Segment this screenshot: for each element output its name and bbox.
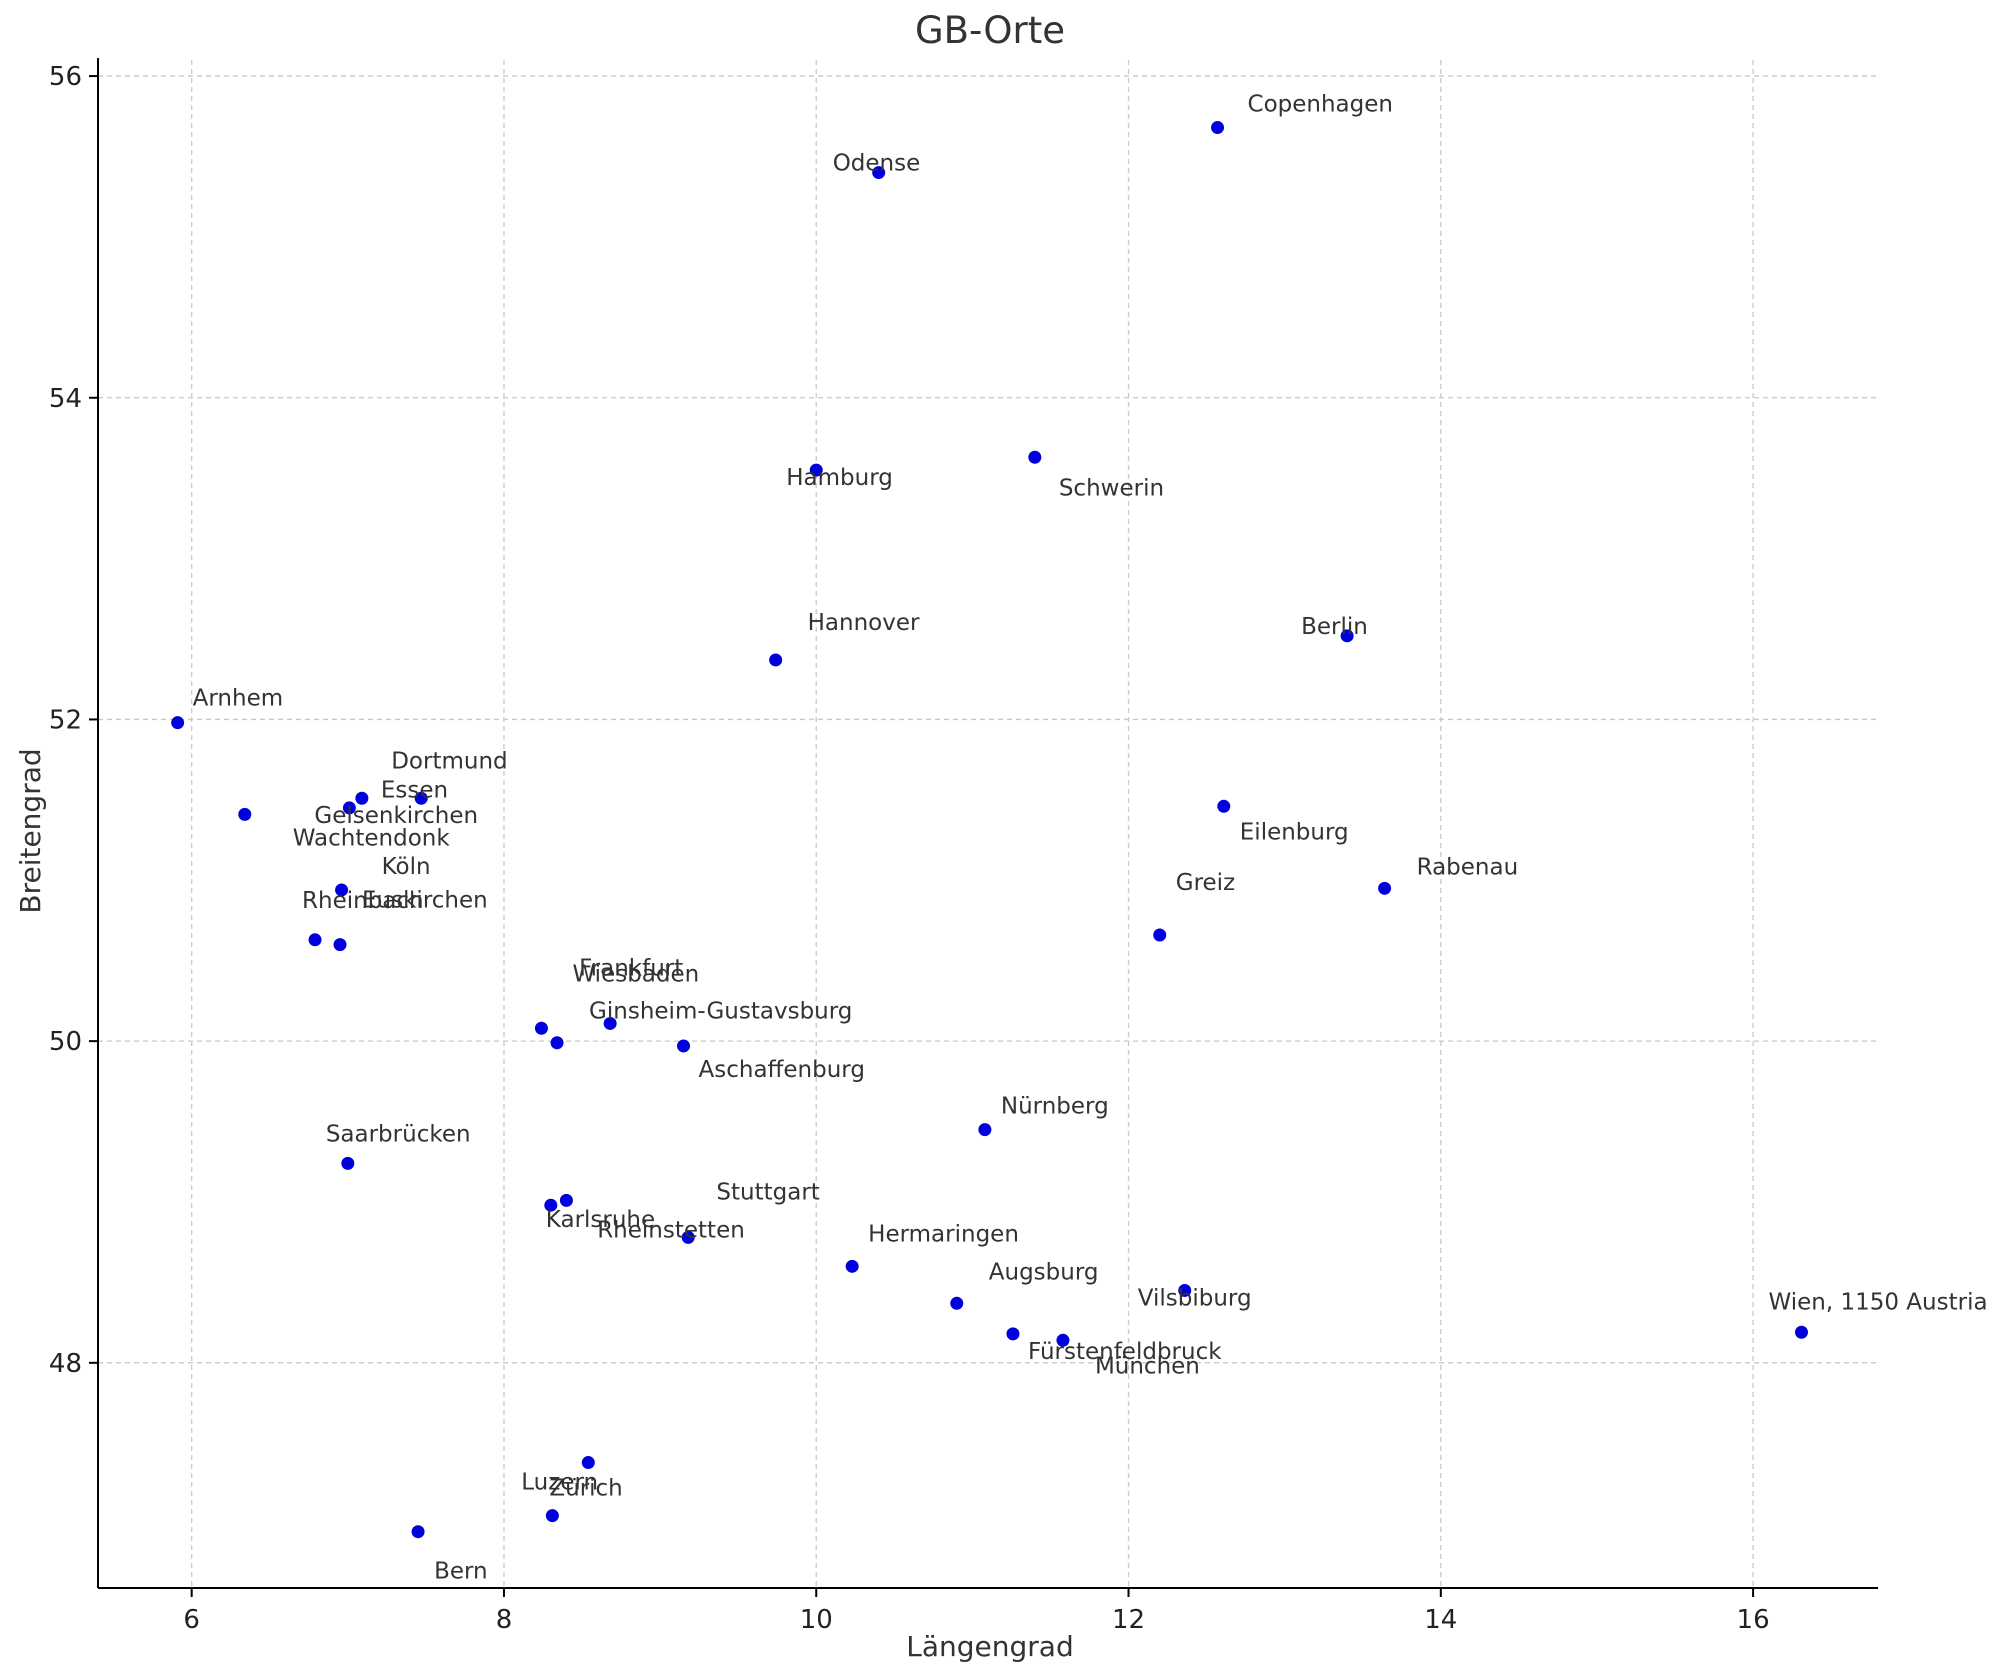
data-point (559, 1193, 573, 1207)
data-point (544, 1198, 558, 1212)
data-point (335, 883, 349, 897)
point-labels: Copenhagen Odense Hamburg Schwerin Hannover B… (193, 92, 1988, 1585)
point-label: Rabenau (1417, 854, 1519, 880)
data-point (872, 166, 886, 180)
data-point (308, 933, 322, 947)
data-point (1211, 121, 1225, 135)
point-label: Dortmund (391, 748, 507, 774)
point-label: Fürstenfeldbruck (1028, 1339, 1222, 1365)
point-label: Saarbrücken (326, 1121, 471, 1147)
point-label: Aschaffenburg (699, 1057, 865, 1083)
data-point (677, 1039, 691, 1053)
data-point (1178, 1283, 1192, 1297)
data-point (545, 1509, 559, 1523)
y-tick-label: 50 (49, 1027, 82, 1057)
point-label: Frankfurt (579, 955, 683, 981)
data-point (845, 1259, 859, 1273)
data-point (411, 1525, 425, 1539)
point-label: Zürich (549, 1476, 622, 1502)
data-point (171, 716, 185, 730)
data-point (603, 1016, 617, 1030)
data-point (342, 801, 356, 815)
y-tick-label: 48 (49, 1349, 82, 1379)
point-label: Schwerin (1059, 475, 1164, 501)
point-label: Bern (434, 1559, 488, 1585)
x-tick-label: 12 (1112, 1605, 1145, 1635)
point-label: Köln (382, 854, 431, 880)
data-point (1028, 450, 1042, 464)
point-label: Wachtendonk (293, 825, 451, 851)
data-point (1794, 1325, 1808, 1339)
point-label: Ginsheim-Gustavsburg (589, 999, 852, 1025)
point-label: Hamburg (786, 465, 893, 491)
point-label: Stuttgart (716, 1179, 819, 1205)
data-point (1056, 1333, 1070, 1347)
point-label: Vilsbiburg (1138, 1285, 1252, 1311)
data-point (341, 1156, 355, 1170)
point-label: Luzern (521, 1470, 598, 1496)
data-point (769, 653, 783, 667)
point-label: Berlin (1301, 614, 1368, 640)
point-label: Hannover (808, 610, 920, 636)
point-label: Rheinstetten (597, 1217, 745, 1243)
point-label: München (1095, 1353, 1200, 1379)
data-point (809, 463, 823, 477)
point-label: Nürnberg (1001, 1094, 1109, 1120)
data-point (1153, 928, 1167, 942)
x-axis-label: Längengrad (906, 1630, 1073, 1663)
point-label: Karlsruhe (546, 1207, 655, 1233)
x-tick-label: 8 (496, 1605, 513, 1635)
data-point (950, 1296, 964, 1310)
data-point (681, 1230, 695, 1244)
ticks: 6 8 10 12 14 16 48 50 52 54 56 (49, 62, 1770, 1635)
point-label: Wien, 1150 Austria (1768, 1289, 1987, 1315)
point-label: Arnhem (193, 686, 284, 712)
point-label: Hermaringen (868, 1221, 1019, 1247)
data-point (333, 938, 347, 952)
point-label: Essen (381, 777, 448, 803)
data-point (238, 807, 252, 821)
point-label: Rheinbach (302, 888, 424, 914)
y-axis-label: Breitengrad (14, 748, 47, 913)
point-label: Eilenburg (1240, 819, 1349, 845)
data-point (534, 1021, 548, 1035)
data-point (414, 791, 428, 805)
data-point (550, 1036, 564, 1050)
data-point (1340, 629, 1354, 643)
data-point (355, 791, 369, 805)
chart-title: GB-Orte (915, 9, 1065, 52)
y-tick-label: 56 (49, 62, 82, 92)
data-point (978, 1123, 992, 1137)
point-label: Copenhagen (1248, 92, 1393, 118)
point-label: Augsburg (989, 1259, 1099, 1285)
x-tick-label: 14 (1424, 1605, 1457, 1635)
data-point (1378, 881, 1392, 895)
y-tick-label: 54 (49, 384, 82, 414)
point-label: Greiz (1176, 870, 1235, 896)
data-point (581, 1456, 595, 1470)
point-label: Wiesbaden (572, 961, 699, 987)
point-label: Gelsenkirchen (314, 803, 478, 829)
data-point (1217, 799, 1231, 813)
y-tick-label: 52 (49, 705, 82, 735)
point-label: Odense (833, 151, 921, 177)
data-point (1006, 1327, 1020, 1341)
point-label: Euskirchen (362, 888, 488, 914)
data-points (171, 121, 1808, 1539)
x-tick-label: 10 (800, 1605, 833, 1635)
grid (98, 60, 1878, 1588)
axes (97, 58, 1878, 1589)
x-tick-label: 16 (1737, 1605, 1770, 1635)
x-tick-label: 6 (183, 1605, 200, 1635)
